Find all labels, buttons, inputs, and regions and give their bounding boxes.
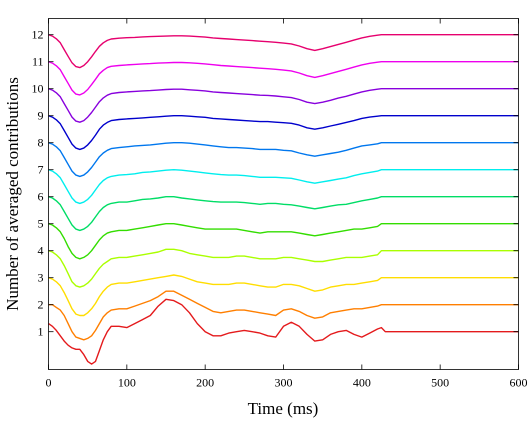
x-tick-label: 500: [431, 376, 449, 390]
x-tick-label: 200: [196, 376, 214, 390]
y-tick-label: 7: [38, 163, 44, 177]
trace-line-12: [48, 34, 519, 69]
y-tick-label: 3: [38, 271, 44, 285]
y-tick-label: 8: [38, 136, 44, 150]
trace-line-11: [48, 61, 519, 96]
traces-group: [48, 34, 519, 365]
y-axis-label: Number of averaged contributions: [3, 77, 22, 311]
y-tick-label: 9: [38, 109, 44, 123]
trace-line-3: [48, 274, 519, 317]
trace-line-5: [48, 222, 519, 260]
trace-line-7: [48, 168, 519, 205]
x-axis-label: Time (ms): [248, 399, 319, 418]
x-tick-label: 100: [118, 376, 136, 390]
y-tick-label: 2: [38, 298, 44, 312]
x-tick-label: 600: [510, 376, 528, 390]
y-tick-label: 4: [38, 244, 44, 258]
x-axis-ticks: 0 100 200 300 400 500 600: [46, 18, 528, 390]
y-tick-label: 5: [38, 217, 44, 231]
trace-line-4: [48, 248, 519, 288]
y-tick-label: 12: [32, 28, 44, 42]
y-tick-label: 10: [32, 82, 44, 96]
trace-line-2: [48, 290, 519, 341]
y-tick-label: 11: [32, 55, 44, 69]
x-tick-label: 400: [353, 376, 371, 390]
x-tick-label: 300: [275, 376, 293, 390]
trace-line-1: [48, 298, 519, 365]
trace-line-6: [48, 195, 519, 232]
plot-frame: [48, 18, 519, 370]
y-tick-label: 6: [38, 190, 44, 204]
trace-line-10: [48, 87, 519, 123]
trace-line-8: [48, 141, 519, 178]
trace-line-9: [48, 114, 519, 151]
y-tick-label: 1: [38, 325, 44, 339]
x-tick-label: 0: [46, 376, 52, 390]
